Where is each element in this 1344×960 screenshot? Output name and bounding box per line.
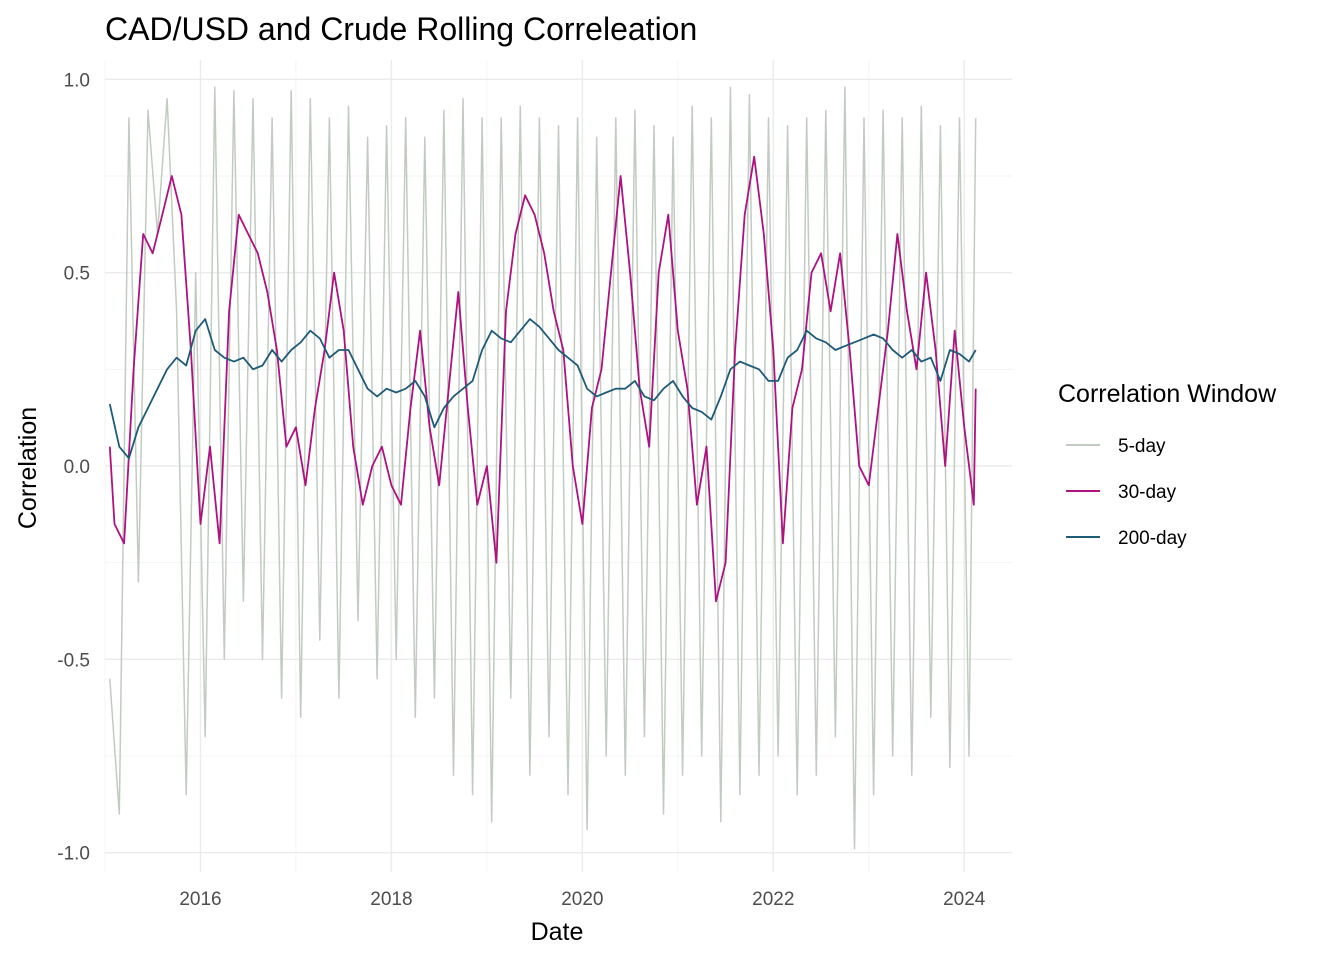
series-line-200-day <box>108 318 977 460</box>
legend-label-200-day: 200-day <box>1118 528 1187 549</box>
x-tick-label: 2022 <box>752 889 794 910</box>
legend: Correlation Window 5-day 30-day 200-day <box>1058 380 1277 549</box>
chart-title: CAD/USD and Crude Rolling Correleation <box>105 11 697 47</box>
x-tick-label: 2020 <box>561 889 603 910</box>
series-layer <box>108 86 977 850</box>
y-axis-title: Correlation <box>14 407 42 529</box>
y-tick-label: 0.5 <box>64 264 90 285</box>
legend-label-5-day: 5-day <box>1118 436 1166 457</box>
legend-title: Correlation Window <box>1058 380 1277 408</box>
y-tick-label: -1.0 <box>57 844 90 865</box>
y-tick-label: -0.5 <box>57 650 90 671</box>
x-tick-label: 2018 <box>370 889 412 910</box>
y-tick-label: 0.0 <box>64 457 90 478</box>
x-tick-label: 2024 <box>943 889 986 910</box>
x-tick-label: 2016 <box>179 889 221 910</box>
axis-ticks: 2016 2018 2020 2022 2024 -1.0 -0.5 0.0 0.5 1.0 <box>57 70 986 910</box>
series-line-30-day <box>108 155 977 603</box>
y-tick-label: 1.0 <box>64 70 90 91</box>
legend-label-30-day: 30-day <box>1118 482 1177 503</box>
x-axis-title: Date <box>531 918 584 946</box>
series-line-5-day <box>109 86 977 850</box>
